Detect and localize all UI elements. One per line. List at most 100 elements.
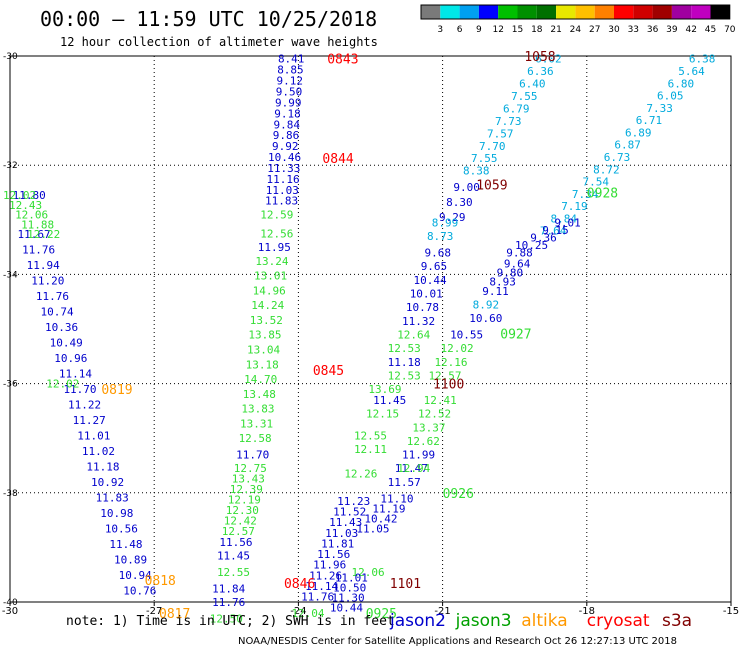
wave-height-label: 11.14 xyxy=(305,580,338,593)
wave-height-label: 11.52 xyxy=(333,506,366,519)
wave-height-label: 11.56 xyxy=(219,536,252,549)
wave-height-label: 9.65 xyxy=(421,260,448,273)
wave-height-label: 11.96 xyxy=(313,559,346,572)
wave-height-label: 11.18 xyxy=(388,356,421,369)
wave-height-label: 11.88 xyxy=(21,218,54,231)
wave-height-label: 9.88 xyxy=(506,247,533,260)
wave-height-label: 10.74 xyxy=(40,306,73,319)
pass-time-label: 1059 xyxy=(476,178,507,193)
wave-height-label: 9.29 xyxy=(439,211,466,224)
wave-height-label: 11.03 xyxy=(266,184,299,197)
wave-height-label: 10.42 xyxy=(364,512,397,525)
wave-height-label: 7.64 xyxy=(540,225,567,238)
wave-height-label: 14.70 xyxy=(244,373,277,386)
wave-height-label: 8.30 xyxy=(446,196,473,209)
satellite-legend-entry: jason2 xyxy=(389,611,446,631)
wave-height-label: 13.37 xyxy=(412,421,445,434)
wave-height-label: 11.70 xyxy=(236,449,269,462)
wave-height-label: 13.85 xyxy=(248,329,281,342)
scale-swatch xyxy=(710,5,730,19)
wave-height-label: 11.05 xyxy=(356,522,389,535)
wave-height-label: 12.02 xyxy=(3,189,36,202)
wave-height-label: 7.73 xyxy=(495,115,522,128)
scale-swatch xyxy=(614,5,634,19)
scale-tick-label: 42 xyxy=(685,25,696,35)
wave-height-label: 12.02 xyxy=(46,378,79,391)
wave-height-label: 8.41 xyxy=(278,53,305,66)
scale-tick-label: 24 xyxy=(570,25,582,35)
pass-time-label: 1058 xyxy=(524,50,555,65)
wave-height-label: 11.57 xyxy=(388,476,421,489)
wave-height-label: 7.33 xyxy=(646,102,673,115)
wave-height-label: 12.57 xyxy=(222,525,255,538)
wave-height-label: 11.01 xyxy=(335,571,368,584)
scale-tick-label: 33 xyxy=(628,25,639,35)
scale-tick-label: 21 xyxy=(550,25,561,35)
scale-tick-label: 18 xyxy=(531,25,543,35)
wave-height-label: 6.05 xyxy=(657,90,684,103)
wave-height-label: 10.01 xyxy=(410,288,443,301)
wave-height-label: 8.38 xyxy=(463,165,490,178)
wave-height-label: 8.84 xyxy=(551,212,578,225)
wave-height-label: 12.56 xyxy=(260,227,293,240)
scale-swatch xyxy=(536,5,557,19)
wave-height-label: 11.81 xyxy=(321,537,354,550)
wave-height-label: 9.68 xyxy=(425,247,452,260)
wave-height-label: 11.95 xyxy=(258,241,291,254)
wave-height-label: 7.34 xyxy=(572,188,599,201)
wave-height-label: 8.93 xyxy=(489,276,516,289)
wave-height-label: 13.48 xyxy=(243,388,276,401)
wave-height-label: 10.55 xyxy=(450,328,483,341)
wave-height-label: 10.44 xyxy=(414,274,447,287)
satellite-legend-entry: s3a xyxy=(662,611,692,631)
scale-tick-label: 9 xyxy=(476,25,482,35)
wave-height-label: 11.18 xyxy=(86,461,119,474)
wave-height-label: 12.30 xyxy=(226,504,259,517)
wave-height-label: 14.24 xyxy=(251,299,284,312)
wave-height-label: 9.64 xyxy=(504,257,531,270)
scale-tick-label: 36 xyxy=(647,25,659,35)
wave-height-label: 11.23 xyxy=(337,495,370,508)
wave-height-label: 10.96 xyxy=(54,352,87,365)
pass-time-label: 0846 xyxy=(284,577,315,592)
wave-height-label: 13.69 xyxy=(368,383,401,396)
wave-height-label: 6.79 xyxy=(503,102,530,115)
pass-time-label: 0927 xyxy=(500,327,531,342)
scale-swatch xyxy=(517,5,537,19)
wave-height-label: 8.72 xyxy=(593,163,620,176)
wave-height-label: 12.39 xyxy=(230,483,263,496)
scale-tick-label: 3 xyxy=(437,25,443,35)
scale-swatch xyxy=(556,5,576,19)
wave-height-label: 13.52 xyxy=(250,314,283,327)
wave-height-label: 11.83 xyxy=(96,492,129,505)
wave-height-label: 7.54 xyxy=(582,176,609,189)
wave-height-label: 10.50 xyxy=(333,581,366,594)
wave-height-label: 9.99 xyxy=(275,96,302,109)
wave-height-label: 12.11 xyxy=(354,443,387,456)
scale-swatch xyxy=(440,5,460,19)
scale-frame xyxy=(420,4,731,20)
scale-tick-label: 6 xyxy=(457,25,463,35)
wave-height-label: 10.46 xyxy=(268,151,301,164)
wave-height-label: 11.84 xyxy=(212,582,245,595)
plot-frame xyxy=(9,55,732,603)
pass-time-label: 0843 xyxy=(327,53,358,68)
scale-swatch xyxy=(478,5,499,19)
wave-height-label: 8.73 xyxy=(427,230,454,243)
wave-height-label: 11.27 xyxy=(73,414,106,427)
y-tick-label: -36 xyxy=(3,380,18,390)
wave-height-label: 9.00 xyxy=(453,181,480,194)
scale-tick-label: 15 xyxy=(512,25,523,35)
wave-height-label: 12.02 xyxy=(440,342,473,355)
wave-height-label: 11.19 xyxy=(372,502,405,515)
x-tick-label: -18 xyxy=(579,606,595,617)
wave-height-label: 10.94 xyxy=(119,569,152,582)
wave-height-label: 6.71 xyxy=(636,114,663,127)
y-tick-label: -40 xyxy=(3,598,18,608)
wave-height-label: 6.89 xyxy=(625,126,652,139)
wave-height-label: 12.59 xyxy=(260,208,293,221)
wave-height-label: 6.40 xyxy=(519,78,546,91)
wave-height-label: 13.43 xyxy=(232,473,265,486)
wave-height-label: 10.76 xyxy=(123,585,156,598)
